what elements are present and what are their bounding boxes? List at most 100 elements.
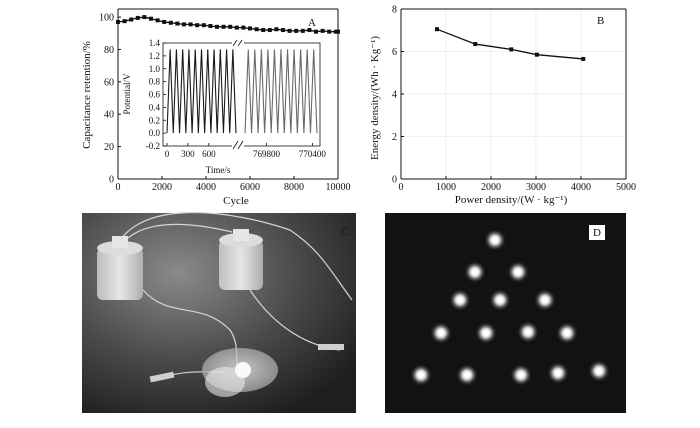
a-data-point [195, 23, 200, 28]
a-y-tick-label: 100 [99, 13, 114, 24]
led-bulb [472, 269, 478, 275]
panel-b-letter: B [597, 15, 604, 27]
a-data-point [155, 18, 160, 23]
led-bulb [515, 269, 521, 275]
inset-x-tick-label: 769800 [253, 149, 281, 159]
a-data-point [168, 20, 173, 25]
a-y-tick-label: 80 [104, 45, 114, 56]
axis-break-mark [232, 39, 244, 151]
a-y-tick-label: 40 [104, 110, 114, 121]
b-data-point [534, 52, 539, 57]
a-data-point [307, 28, 312, 33]
led-bulb [497, 297, 503, 303]
b-x-tick-label: 3000 [526, 182, 546, 193]
panel-b-chart: 0 1000 2000 3000 4000 5000 0 2 4 6 8 Power densit… [369, 5, 636, 207]
a-x-tick-label: 4000 [196, 182, 216, 193]
panel-a-inset: -0.2 0.0 0.2 0.4 0.6 0.8 1.0 1.2 1.4 0 300 600 7698… [122, 38, 326, 175]
panel-a-letter: A [308, 17, 316, 29]
led-bulb [596, 368, 602, 374]
inset-x-tick-label: 300 [181, 149, 195, 159]
a-x-tick-label: 6000 [240, 182, 260, 193]
inset-y-tick-label: 0.2 [149, 115, 160, 125]
inset-frame [162, 42, 321, 147]
panel-d-photo: D [385, 213, 626, 413]
panel-c-photo: C [82, 211, 356, 413]
a-y-tick-label: 60 [104, 77, 114, 88]
b-data-point [435, 27, 439, 32]
a-data-point [267, 28, 272, 33]
b-y-tick-label: 8 [392, 5, 397, 16]
a-data-point [208, 24, 213, 28]
led-bulb [564, 330, 570, 336]
inset-x-tick-label: 600 [202, 149, 216, 159]
inset-y-tick-label: 1.0 [149, 64, 161, 74]
inset-charge-discharge-curve [166, 49, 237, 134]
b-series-line [436, 28, 584, 60]
b-x-tick-label: 5000 [616, 182, 636, 193]
a-data-point [129, 17, 134, 22]
panel-b-y-label: Energy density/(Wh · Kg⁻¹) [369, 36, 381, 160]
b-x-tick-label: 2000 [481, 182, 501, 193]
b-data-point [581, 56, 586, 61]
inset-y-tick-label: 1.2 [149, 51, 160, 61]
a-data-point [122, 19, 127, 24]
led-bulb [555, 370, 561, 376]
led-bulb [483, 330, 489, 336]
inset-y-tick-label: 1.4 [149, 38, 161, 48]
led-bulb [418, 372, 424, 378]
a-data-point [215, 24, 219, 29]
a-y-tick-label: 20 [104, 142, 114, 153]
panel-c-letter: C [341, 226, 348, 238]
a-data-point [333, 29, 338, 34]
b-x-tick-label: 1000 [436, 182, 456, 193]
axis-break-mask-top [232, 39, 244, 47]
fan [202, 348, 278, 397]
inset-x-tick-label: 770400 [299, 149, 327, 159]
b-data-point [473, 42, 478, 47]
a-x-tick-label: 2000 [152, 182, 172, 193]
b-x-tick-label: 0 [399, 182, 404, 193]
led-bulb [457, 297, 463, 303]
a-data-point [228, 24, 233, 29]
panel-a-x-label: Cycle [223, 195, 249, 207]
b-y-tick-label: 2 [392, 132, 397, 143]
a-data-point [175, 21, 180, 26]
axis-break-mask [232, 139, 244, 151]
led-bulb [542, 297, 548, 303]
panel-d-letter: D [593, 227, 601, 239]
inset-charge-discharge-curve [244, 49, 318, 134]
inset-x-label: Time/s [206, 165, 231, 175]
a-x-tick-label: 10000 [326, 182, 351, 193]
a-x-tick-label: 8000 [284, 182, 304, 193]
a-data-point [116, 19, 120, 24]
a-data-point [234, 25, 239, 30]
inset-y-tick-label: 0.8 [149, 77, 161, 87]
led-bulb [438, 330, 444, 336]
cell-jar-right [219, 229, 263, 290]
led-bulb [464, 372, 470, 378]
a-data-point [149, 16, 153, 21]
a-data-point [221, 24, 226, 29]
panel-d-letter-box [589, 225, 605, 240]
b-y-tick-label: 0 [392, 175, 397, 186]
a-y-tick-label: 0 [109, 175, 114, 186]
axis-break-slash-top-left [232, 39, 238, 47]
axis-break-slash-left [232, 140, 239, 150]
a-data-point [314, 29, 318, 34]
axis-break-slash-top-right [237, 39, 243, 47]
b-data-point [509, 47, 514, 52]
a-data-point [248, 26, 252, 31]
a-data-point [320, 28, 325, 33]
alligator-clip-left [149, 371, 175, 383]
inset-y-tick-label: -0.2 [146, 141, 160, 151]
led-bulb [518, 372, 524, 378]
a-data-point [281, 28, 285, 33]
panel-a-y-label: Capacitance retention/% [81, 41, 93, 149]
a-data-point [142, 15, 147, 20]
led-bulb [492, 237, 498, 243]
a-data-point [162, 19, 167, 24]
inset-y-tick-label: 0.4 [149, 102, 161, 112]
a-data-point [261, 28, 266, 33]
